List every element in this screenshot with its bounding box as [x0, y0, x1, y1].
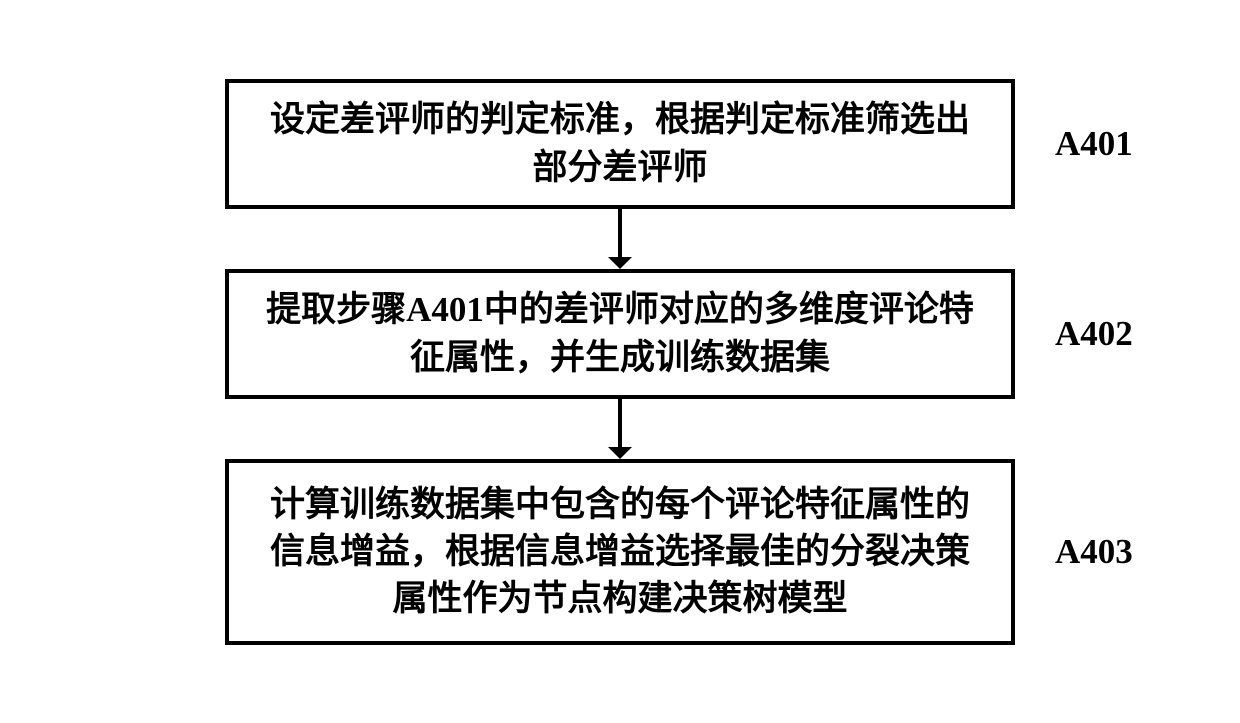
flow-box-A401: 设定差评师的判定标准，根据判定标准筛选出部分差评师: [225, 79, 1015, 209]
flow-arrow-1: [608, 209, 632, 269]
arrow-shaft: [618, 209, 622, 257]
flow-label-A402: A402: [1055, 314, 1133, 354]
flow-box-A402: 提取步骤A401中的差评师对应的多维度评论特征属性，并生成训练数据集: [225, 269, 1015, 399]
flow-box-text: 计算训练数据集中包含的每个评论特征属性的信息增益，根据信息增益选择最佳的分裂决策…: [257, 481, 983, 623]
flow-box-text: 提取步骤A401中的差评师对应的多维度评论特征属性，并生成训练数据集: [257, 286, 983, 381]
flow-box-A403: 计算训练数据集中包含的每个评论特征属性的信息增益，根据信息增益选择最佳的分裂决策…: [225, 459, 1015, 645]
arrow-shaft: [618, 399, 622, 447]
flow-label-A403: A403: [1055, 532, 1133, 572]
arrow-head-icon: [608, 447, 632, 459]
flow-row-A403: A403 计算训练数据集中包含的每个评论特征属性的信息增益，根据信息增益选择最佳的…: [107, 459, 1133, 645]
flowchart-container: A401设定差评师的判定标准，根据判定标准筛选出部分差评师A401A402提取步…: [107, 79, 1133, 645]
flow-row-A402: A402提取步骤A401中的差评师对应的多维度评论特征属性，并生成训练数据集A4…: [107, 269, 1133, 399]
flow-arrow-2: [608, 399, 632, 459]
flow-label-A401: A401: [1055, 124, 1133, 164]
arrow-head-icon: [608, 257, 632, 269]
flow-row-A401: A401设定差评师的判定标准，根据判定标准筛选出部分差评师A401: [107, 79, 1133, 209]
flow-box-text: 设定差评师的判定标准，根据判定标准筛选出部分差评师: [257, 96, 983, 191]
